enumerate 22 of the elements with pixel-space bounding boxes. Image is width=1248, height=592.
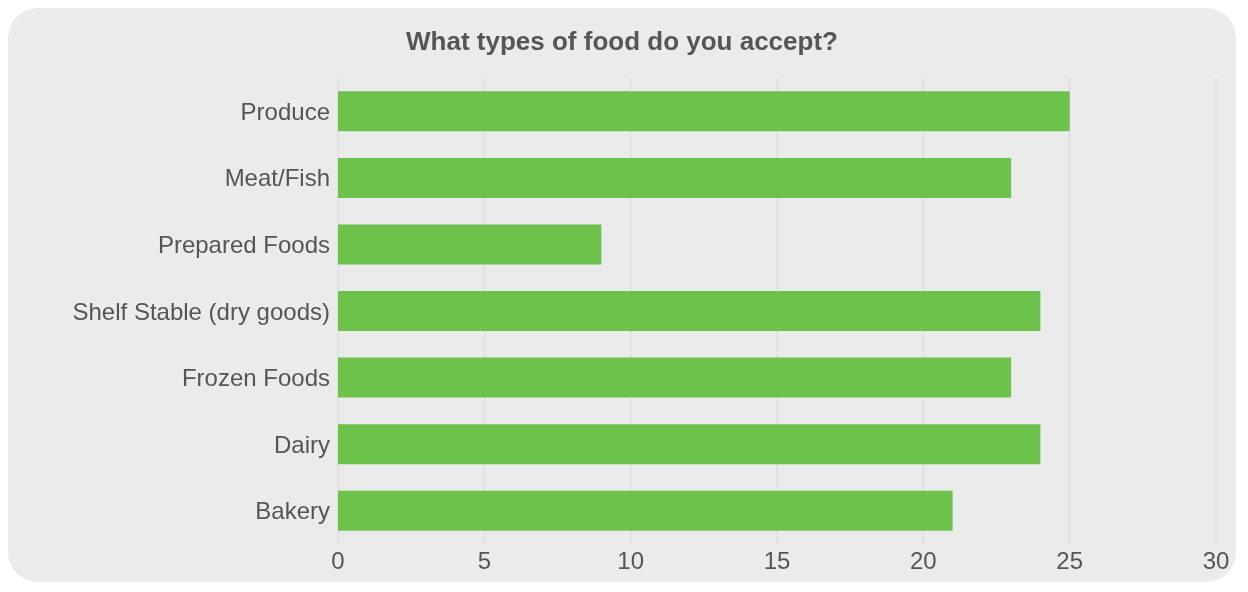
y-tick-label: Meat/Fish xyxy=(224,164,330,192)
x-tick-label: 5 xyxy=(477,547,492,575)
x-tick-label: 0 xyxy=(331,547,345,575)
bar xyxy=(338,157,1012,198)
bar xyxy=(338,424,1041,465)
x-tick-label: 10 xyxy=(617,547,645,575)
x-tick-label: 25 xyxy=(1056,547,1084,575)
bar xyxy=(338,91,1070,132)
bar xyxy=(338,357,1012,398)
y-tick-label: Prepared Foods xyxy=(157,230,330,258)
x-tick-label: 30 xyxy=(1202,547,1230,575)
x-tick-label: 20 xyxy=(909,547,937,575)
y-tick-label: Bakery xyxy=(255,497,330,525)
bar xyxy=(338,490,953,531)
bar xyxy=(338,291,1041,332)
chart-title: What types of food do you accept? xyxy=(405,25,839,58)
y-tick-label: Dairy xyxy=(273,430,330,458)
bar xyxy=(338,224,602,265)
x-tick-label: 15 xyxy=(763,547,791,575)
y-tick-label: Produce xyxy=(240,97,330,125)
y-tick-label: Shelf Stable (dry goods) xyxy=(72,297,330,325)
y-tick-label: Frozen Foods xyxy=(181,364,330,392)
